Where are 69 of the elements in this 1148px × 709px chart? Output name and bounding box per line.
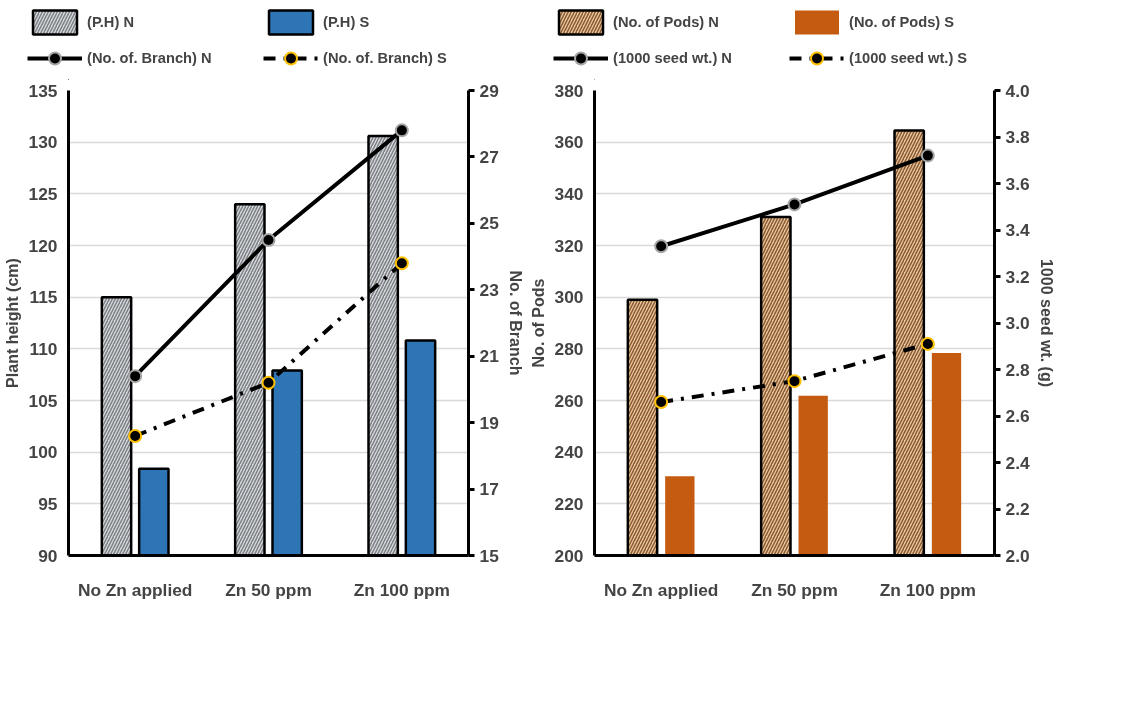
- y2-tick-label: 3.8: [1005, 127, 1030, 147]
- y-tick-label: 260: [554, 390, 584, 411]
- y2-tick-label: 2.2: [1005, 499, 1030, 519]
- y-tick-label: 280: [554, 338, 584, 359]
- y2-tick-label: 2.6: [1005, 406, 1030, 426]
- y2-tick-label: 23: [479, 279, 500, 300]
- y2-tick-label: 19: [479, 412, 499, 433]
- x-tick-label: Zn 50 ppm: [225, 579, 312, 600]
- point: [128, 428, 143, 443]
- y-tick-label: 125: [28, 183, 58, 204]
- legend-label: (1000 seed wt.) N: [613, 49, 733, 68]
- y2-tick-label: 3.0: [1005, 313, 1030, 333]
- y2-tick-label: 27: [479, 146, 499, 167]
- y2-tick-label: 2.4: [1005, 452, 1030, 473]
- x-tick-label: No Zn applied: [603, 579, 719, 600]
- legend-label: (No. of. Branch) S: [323, 49, 448, 68]
- point: [787, 197, 802, 212]
- point: [128, 369, 143, 384]
- y2-tick-label: 3.6: [1005, 173, 1030, 194]
- point: [261, 375, 276, 390]
- y-tick-label: 95: [38, 493, 58, 514]
- y-tick-label: 115: [29, 287, 58, 308]
- y2-tick-label: 2.0: [1005, 545, 1030, 566]
- y-tick-label: 130: [28, 132, 58, 153]
- x-tick-label: Zn 100 ppm: [353, 579, 450, 600]
- y2-tick-label: 4.0: [1005, 80, 1030, 101]
- y2-axis-title: 1000 seed wt. (g): [1037, 258, 1055, 388]
- point: [787, 374, 802, 389]
- x-tick-label: Zn 100 ppm: [879, 579, 976, 600]
- y2-tick-label: 17: [479, 479, 499, 500]
- y-tick-label: 105: [28, 390, 58, 411]
- point: [920, 336, 935, 351]
- point: [654, 395, 669, 410]
- y-axis-title: Plant height (cm): [3, 258, 21, 388]
- point: [394, 256, 409, 271]
- y-tick-label: 360: [554, 132, 584, 153]
- legend-label: (No. of Pods) N: [613, 13, 720, 32]
- y-tick-label: 100: [28, 442, 58, 463]
- y2-tick-label: 21: [479, 346, 500, 367]
- point: [394, 123, 409, 138]
- legend-label: (No. of Pods) S: [849, 13, 956, 32]
- point: [654, 239, 669, 254]
- legend-label: (1000 seed wt.) S: [849, 49, 969, 68]
- y2-tick-label: 3.4: [1005, 220, 1030, 240]
- y-tick-label: 120: [28, 235, 58, 256]
- y-axis-title: No. of Pods: [529, 278, 547, 368]
- point: [261, 232, 276, 247]
- y-tick-label: 300: [554, 287, 584, 308]
- y-tick-label: 320: [554, 235, 584, 256]
- y-tick-label: 380: [554, 80, 584, 101]
- y2-tick-label: 2.8: [1005, 359, 1030, 380]
- x-tick-label: Zn 50 ppm: [751, 579, 838, 600]
- y2-tick-label: 3.2: [1005, 266, 1030, 287]
- y-tick-label: 220: [554, 493, 584, 514]
- y-tick-label: 240: [554, 442, 584, 463]
- legend-label: (No. of. Branch) N: [87, 49, 213, 68]
- y2-tick-label: 25: [479, 213, 500, 234]
- legend-label: (P.H) S: [323, 13, 371, 32]
- x-tick-label: No Zn applied: [77, 579, 193, 600]
- y2-axis-title: No. of Branch: [506, 270, 524, 376]
- legend-label: (P.H) N: [87, 13, 135, 32]
- y2-tick-label: 15: [479, 545, 500, 566]
- y-tick-label: 200: [554, 545, 584, 566]
- y-tick-label: 135: [28, 80, 58, 101]
- y-tick-label: 90: [38, 545, 58, 566]
- y2-tick-label: 29: [479, 80, 499, 101]
- point: [920, 148, 935, 163]
- y-tick-label: 110: [29, 338, 58, 359]
- y-tick-label: 340: [554, 183, 584, 204]
